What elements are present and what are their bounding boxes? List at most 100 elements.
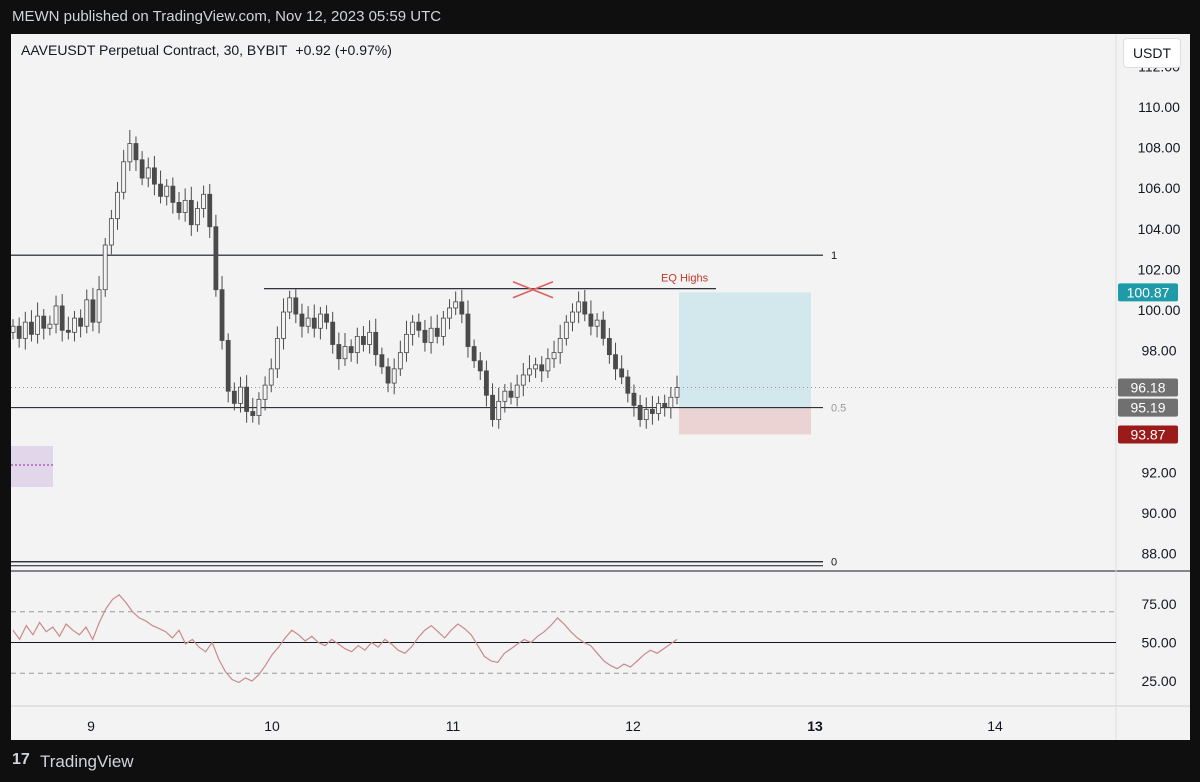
candle-body <box>367 331 372 345</box>
candle-body <box>225 340 231 392</box>
candle-body <box>643 409 649 421</box>
candle-body <box>502 390 508 402</box>
price-tick-label: 100.00 <box>1138 302 1181 318</box>
candle-body <box>459 301 465 315</box>
candle-body <box>170 185 176 203</box>
candle-body <box>268 368 274 386</box>
candle-body <box>674 387 680 398</box>
candle-body <box>65 329 71 333</box>
candle-body <box>22 321 28 339</box>
candle-body <box>72 317 77 333</box>
candle-body <box>102 244 108 291</box>
candle-body <box>281 311 286 339</box>
candle-body <box>47 323 53 329</box>
candle-body <box>342 346 348 360</box>
candle-body <box>508 390 514 398</box>
rsi-tick-label: 75.00 <box>1141 596 1176 612</box>
candle-body <box>551 352 557 360</box>
candle-body <box>563 321 569 339</box>
tradingview-logo-icon[interactable]: 17 <box>12 751 30 768</box>
price-tag-label: 96.18 <box>1130 380 1165 396</box>
candle-body <box>59 305 65 331</box>
range-box <box>11 446 53 487</box>
candle-body <box>361 335 366 345</box>
candle-body <box>440 317 446 337</box>
candle-body <box>139 159 145 179</box>
candle-body <box>354 335 360 354</box>
candle-body <box>299 313 305 327</box>
price-tick-label: 104.00 <box>1138 221 1181 237</box>
time-tick-label: 11 <box>446 718 461 734</box>
cross-mark-b <box>512 280 554 299</box>
candle-body <box>625 376 631 394</box>
candle-body <box>650 409 655 414</box>
candle-body <box>182 199 188 213</box>
candle-body <box>613 354 618 370</box>
price-tag-label: 95.19 <box>1130 400 1165 416</box>
candle-body <box>115 191 120 220</box>
candle-body <box>207 193 213 228</box>
candle-body <box>108 218 114 246</box>
time-tick-label: 12 <box>625 718 641 734</box>
currency-button[interactable]: USDT <box>1123 38 1181 68</box>
candle-body <box>188 199 194 226</box>
price-tick-label: 108.00 <box>1138 140 1181 156</box>
fib-level-label: 0.5 <box>831 403 846 415</box>
chart-frame[interactable]: 112.00110.00108.00106.00104.00102.00100.… <box>11 34 1190 740</box>
symbol-change: +0.92 (+0.97%) <box>295 42 392 58</box>
candle-body <box>158 183 163 197</box>
price-tick-label: 102.00 <box>1138 261 1181 277</box>
candle-body <box>127 143 133 163</box>
candle-body <box>90 299 96 323</box>
candle-body <box>35 315 40 335</box>
candle-body <box>318 313 323 329</box>
candle-body <box>256 398 262 416</box>
candle-body <box>545 358 551 372</box>
candle-body <box>41 315 47 329</box>
candle-body <box>274 338 280 370</box>
candle-body <box>176 202 182 213</box>
candle-body <box>336 344 342 360</box>
candle-body <box>514 384 520 398</box>
brand-name[interactable]: TradingView <box>40 752 134 771</box>
candle-body <box>447 307 452 319</box>
candle-body <box>416 321 422 331</box>
candle-body <box>133 143 139 161</box>
candle-body <box>385 366 391 384</box>
candle-body <box>570 311 575 323</box>
rsi-tick-label: 50.00 <box>1141 635 1176 651</box>
price-tick-label: 92.00 <box>1141 464 1176 480</box>
candle-body <box>477 360 483 372</box>
candle-body <box>324 313 329 323</box>
candle-body <box>662 402 668 408</box>
candle-body <box>619 368 625 378</box>
candle-body <box>29 321 34 335</box>
stop-zone <box>679 407 811 435</box>
candle-body <box>539 364 545 372</box>
candle-body <box>404 333 409 354</box>
candle-body <box>152 167 157 185</box>
candle-body <box>231 390 237 404</box>
candle-body <box>164 185 170 197</box>
candle-body <box>96 289 102 323</box>
candle-body <box>588 313 594 327</box>
candle-body <box>397 352 403 370</box>
fib-level-label: 1 <box>831 250 837 262</box>
chart-canvas[interactable]: 112.00110.00108.00106.00104.00102.00100.… <box>11 34 1190 740</box>
candle-body <box>434 327 440 337</box>
fib-level-label: 0 <box>831 557 837 569</box>
price-tag-bg <box>1118 283 1178 302</box>
candle-body <box>330 321 336 345</box>
candle-body <box>373 331 379 356</box>
candle-body <box>391 368 397 384</box>
candle-body <box>471 346 477 362</box>
time-tick-label: 10 <box>264 718 280 734</box>
symbol-legend: AAVEUSDT Perpetual Contract, 30, BYBIT +0… <box>21 42 392 58</box>
candle-body <box>533 364 538 370</box>
publish-header: MEWN published on TradingView.com, Nov 1… <box>0 0 1200 34</box>
candle-body <box>582 301 588 315</box>
candle-body <box>606 338 612 356</box>
candle-body <box>145 167 151 179</box>
candle-body <box>84 299 90 327</box>
target-zone <box>679 292 811 408</box>
